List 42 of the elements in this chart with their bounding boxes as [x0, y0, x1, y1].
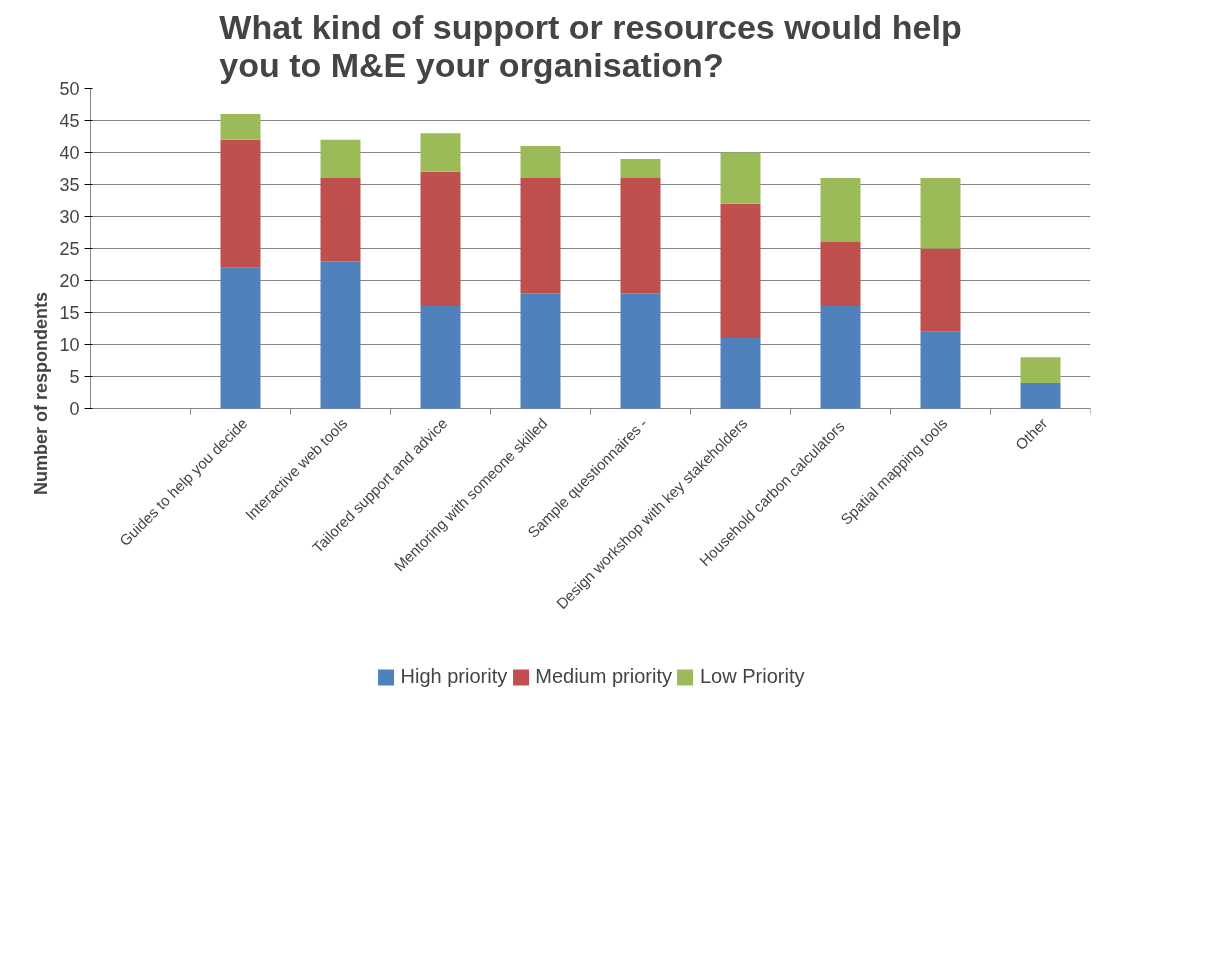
y-tick-label: 25: [59, 239, 80, 259]
bar: [920, 248, 961, 332]
y-tick-label: 10: [59, 335, 80, 355]
y-tick-label: 30: [59, 207, 80, 227]
bar: [520, 178, 561, 294]
bar: [720, 152, 761, 204]
bar: [420, 306, 461, 409]
bar: [220, 114, 261, 140]
y-tick-label: 5: [69, 367, 80, 387]
bar: [720, 338, 761, 409]
y-axis-title: Number of respondents: [31, 291, 52, 496]
legend-label: Medium priority: [535, 665, 672, 688]
bar: [320, 178, 361, 262]
bar: [720, 203, 761, 339]
bar: [920, 178, 961, 249]
y-tick-label: 50: [59, 79, 80, 99]
y-tick-label: 15: [59, 303, 80, 323]
bar: [820, 178, 861, 243]
y-tick-label: 20: [59, 271, 80, 291]
bar: [520, 146, 561, 179]
legend-label: Low Priority: [699, 665, 805, 688]
bar: [220, 139, 261, 268]
bar: [420, 171, 461, 307]
y-tick-label: 0: [69, 399, 80, 419]
bar: [820, 242, 861, 307]
bar: [220, 267, 261, 409]
bar: [820, 306, 861, 409]
bar: [1020, 382, 1061, 409]
bar: [320, 139, 361, 179]
bar: [1020, 357, 1061, 383]
y-tick-label: 40: [59, 143, 80, 163]
bar: [520, 293, 561, 409]
bar: [420, 133, 461, 172]
bar: [620, 178, 661, 294]
legend-label: High priority: [400, 665, 508, 688]
bar: [620, 158, 661, 179]
y-tick-label: 45: [59, 111, 80, 131]
y-tick-label: 35: [59, 175, 80, 195]
bar: [920, 331, 961, 409]
bar: [620, 293, 661, 409]
bar: [320, 261, 361, 409]
chart-title: What kind of support or resources would help you to M&E your organisation?: [219, 7, 962, 84]
